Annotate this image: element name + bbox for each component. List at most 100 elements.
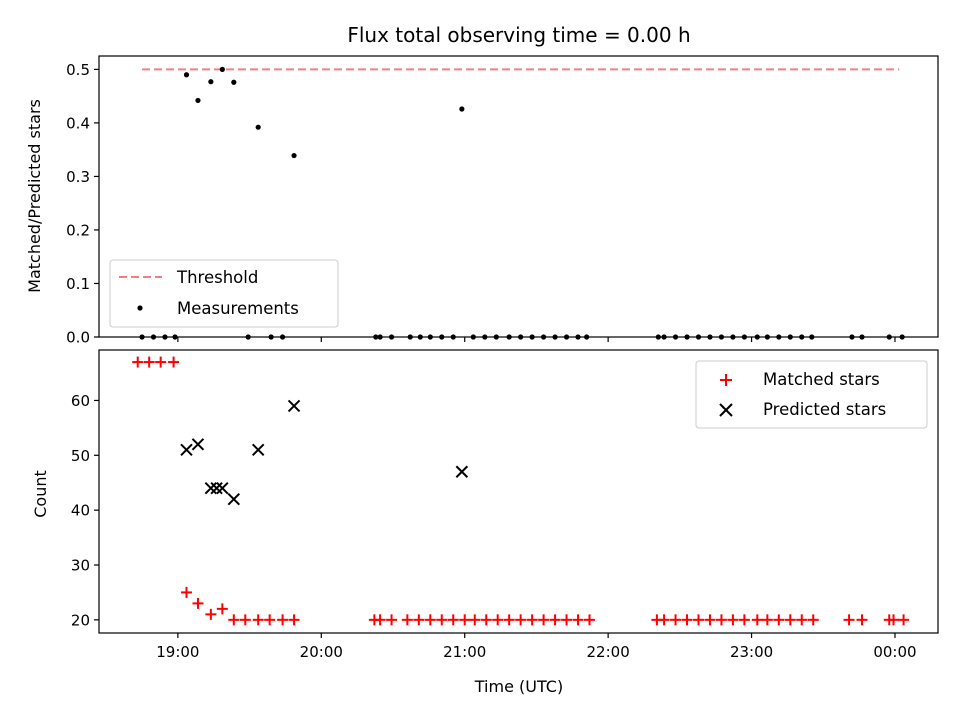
- x-b: [204, 482, 218, 495]
- legend: Matched stars Predicted stars: [695, 360, 928, 429]
- matched-stars-point: [424, 614, 436, 626]
- matched-stars-point: [192, 597, 204, 609]
- legend-predicted-swatch: [719, 403, 733, 417]
- matched-stars-point: [773, 614, 785, 626]
- x-b: [191, 438, 205, 451]
- x-tick-label: 23:00: [730, 643, 773, 661]
- matched-stars-point: [216, 603, 228, 615]
- matched-stars-point: [898, 614, 910, 626]
- measurement-point: [183, 72, 190, 78]
- y-axis-label: Count: [31, 470, 50, 518]
- matched-stars-point: [180, 586, 192, 598]
- legend-matched-swatch: [720, 374, 732, 386]
- y-tick-label: 0.1: [66, 275, 90, 293]
- matched-stars-point: [727, 614, 739, 626]
- x-b: [455, 465, 469, 478]
- measurement-point: [195, 97, 201, 104]
- predicted-stars-point: [204, 482, 218, 495]
- predicted-stars-point: [216, 482, 229, 495]
- matched-stars-point: [277, 614, 289, 626]
- x-axis-label: Time (UTC): [474, 677, 563, 696]
- y-tick-label: 0.0: [66, 329, 90, 347]
- matched-stars-point: [459, 614, 471, 626]
- legend-predicted-label: Predicted stars: [763, 400, 886, 419]
- legend-threshold-label: Threshold: [176, 268, 258, 287]
- matched-stars-point: [526, 614, 538, 626]
- predicted-stars-point: [251, 443, 265, 457]
- matched-stars-point: [469, 614, 481, 626]
- predicted-stars-point: [191, 438, 205, 451]
- matched-stars-point: [447, 614, 459, 626]
- matched-stars-point: [155, 356, 167, 368]
- legend-box: [109, 259, 339, 328]
- y-axis-label: Matched/Predicted stars: [25, 99, 44, 293]
- matched-stars-point: [374, 614, 386, 626]
- matched-stars-point: [515, 614, 527, 626]
- measurement-point: [291, 152, 297, 159]
- matched-stars-point: [784, 614, 796, 626]
- measurement-point: [459, 106, 465, 112]
- x-b: [719, 403, 733, 417]
- matched-stars-point: [549, 614, 561, 626]
- plot-frame: [98, 55, 939, 338]
- matched-stars-point: [572, 614, 584, 626]
- x-b: [180, 443, 193, 457]
- y-tick-label: 60: [71, 392, 90, 410]
- matched-stars-point: [738, 614, 750, 626]
- x-tick-label: 20:00: [300, 643, 343, 661]
- y-tick-label: 0.2: [66, 221, 90, 239]
- series-matched-stars: [132, 356, 910, 626]
- plot-frame: [98, 349, 939, 634]
- legend: Threshold Measurements: [109, 259, 339, 328]
- measurement-point: [255, 124, 261, 130]
- predicted-stars-point: [455, 465, 469, 478]
- predicted-stars-point: [180, 443, 193, 457]
- matched-stars-point: [436, 614, 448, 626]
- x-tick-label: 22:00: [587, 643, 630, 661]
- matched-stars-point: [888, 614, 900, 626]
- measurement-point: [231, 79, 237, 85]
- matched-stars-point: [168, 356, 180, 368]
- matched-stars-point: [704, 614, 716, 626]
- matched-stars-point: [264, 614, 276, 626]
- matched-stars-point: [492, 614, 504, 626]
- measurement-point: [219, 66, 225, 72]
- chart-title: Flux total observing time = 0.00 h: [347, 23, 690, 47]
- matched-stars-point: [796, 614, 808, 626]
- matched-stars-point: [856, 614, 868, 626]
- count-panel: 20 30 40 50 60 19:00 20:00 21:00 22:00 23:00 00:00…: [31, 349, 939, 661]
- x-b: [287, 399, 301, 413]
- x-b: [210, 482, 223, 495]
- matched-stars-point: [761, 614, 773, 626]
- matched-stars-point: [288, 614, 300, 626]
- matched-stars-point: [561, 614, 573, 626]
- x-b: [216, 482, 229, 495]
- x-b: [251, 443, 265, 457]
- y-tick-label: 40: [71, 502, 90, 520]
- matched-stars-point: [252, 614, 264, 626]
- matched-stars-point: [503, 614, 515, 626]
- matched-stars-point: [681, 614, 693, 626]
- matched-stars-point: [715, 614, 727, 626]
- matched-stars-point: [670, 614, 682, 626]
- y-tick-label: 0.3: [66, 168, 90, 186]
- y-tick-label: 30: [71, 556, 90, 574]
- y-tick-label: 0.5: [66, 61, 90, 79]
- legend-measurements-label: Measurements: [177, 299, 299, 318]
- matched-stars-point: [228, 614, 240, 626]
- predicted-stars-point: [227, 492, 241, 506]
- series-predicted-stars: [180, 399, 469, 506]
- predicted-stars-point: [287, 399, 301, 413]
- matched-stars-point: [751, 614, 763, 626]
- y-tick-label: 20: [71, 611, 90, 629]
- matched-stars-point: [386, 614, 398, 626]
- legend-box: [695, 360, 928, 429]
- legend-measurements-swatch: [137, 305, 143, 311]
- x-tick-label: 00:00: [873, 643, 916, 661]
- x-tick-label: 21:00: [443, 643, 486, 661]
- matched-stars-point: [538, 614, 550, 626]
- matched-stars-point: [143, 356, 155, 368]
- matched-stars-point: [658, 614, 670, 626]
